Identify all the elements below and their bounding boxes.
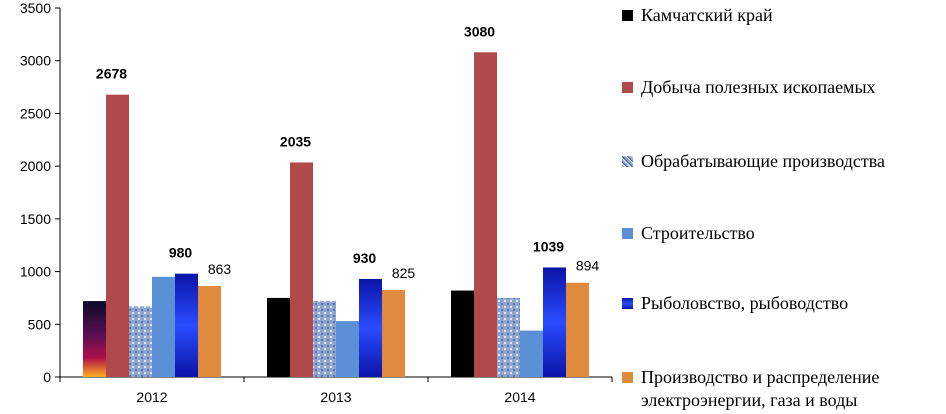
data-label: 1039 [533, 238, 564, 254]
data-label: 894 [576, 258, 600, 274]
legend-item: Строительство [622, 222, 941, 245]
data-label: 2035 [280, 133, 311, 149]
bar-строительство-2014 [520, 330, 543, 377]
bar-рыболовство,-рыбоводство-2013 [359, 278, 382, 377]
y-tick-label: 3000 [20, 53, 51, 69]
y-axis: 0 500 1000 1500 2000 2500 3000 3500 [20, 0, 61, 385]
y-tick-label: 0 [43, 369, 51, 385]
x-axis: 2012 2013 2014 [59, 376, 613, 405]
bar-строительство-2012 [152, 276, 175, 377]
bar-производство-и-распределение-электроэнергии,-газа-и-воды-2013 [382, 290, 405, 377]
data-label: 825 [392, 265, 416, 281]
legend-item: Производство и распределение электроэнер… [622, 366, 941, 412]
bar-рыболовство,-рыбоводство-2014 [543, 267, 566, 377]
bar-производство-и-распределение-электроэнергии,-газа-и-воды-2014 [566, 282, 589, 377]
legend-label: Рыболовство, рыбоводство [641, 293, 849, 313]
legend-swatch [622, 156, 633, 167]
legend-item: Добыча полезных ископаемых [622, 76, 941, 99]
x-tick-label: 2013 [320, 389, 351, 405]
y-tick-label: 2500 [20, 105, 51, 121]
bar-камчатский-край-2014 [451, 290, 474, 377]
legend-item: Рыболовство, рыбоводство [622, 292, 941, 315]
data-label: 2678 [96, 66, 127, 82]
legend-item: Камчатский край [622, 4, 941, 27]
data-label: 3080 [464, 23, 495, 39]
y-tick-label: 500 [28, 316, 52, 332]
legend-swatch [622, 82, 633, 93]
bar-строительство-2013 [336, 321, 359, 377]
bars [83, 52, 589, 377]
bar-добыча-полезных-ископаемых-2012 [106, 94, 129, 377]
bar-производство-и-распределение-электроэнергии,-газа-и-воды-2012 [198, 286, 221, 377]
data-label: 980 [169, 245, 193, 261]
legend-label: Добыча полезных ископаемых [641, 77, 876, 97]
legend-label: Производство и распределение электроэнер… [641, 367, 880, 410]
legend-label: Строительство [641, 223, 755, 243]
legend-swatch [622, 10, 633, 21]
data-label: 930 [353, 250, 377, 266]
bar-камчатский-край-2012 [83, 301, 106, 377]
bar-обрабатывающие-производства-2014 [497, 297, 520, 377]
bar-добыча-полезных-ископаемых-2013 [290, 162, 313, 377]
bar-камчатский-край-2013 [267, 297, 290, 377]
y-tick-label: 1000 [20, 264, 51, 280]
bar-рыболовство,-рыбоводство-2012 [175, 273, 198, 377]
legend-label: Камчатский край [641, 5, 773, 25]
legend-label: Обрабатывающие производства [641, 151, 885, 171]
bar-добыча-полезных-ископаемых-2014 [474, 52, 497, 377]
y-tick-label: 2000 [20, 158, 51, 174]
data-label: 863 [208, 261, 232, 277]
legend-swatch [622, 228, 633, 239]
x-tick-label: 2012 [136, 389, 167, 405]
legend-swatch [622, 372, 633, 383]
bar-обрабатывающие-производства-2012 [129, 306, 152, 377]
legend-swatch [622, 298, 633, 309]
bar-обрабатывающие-производства-2013 [313, 301, 336, 377]
data-labels: 2678 980 863 2035 930 825 3080 1039 894 [96, 23, 599, 281]
x-tick-label: 2014 [504, 389, 535, 405]
y-tick-label: 3500 [20, 0, 51, 16]
y-tick-label: 1500 [20, 211, 51, 227]
legend: Камчатский край Добыча полезных ископаемы… [622, 0, 946, 414]
legend-item: Обрабатывающие производства [622, 150, 941, 173]
